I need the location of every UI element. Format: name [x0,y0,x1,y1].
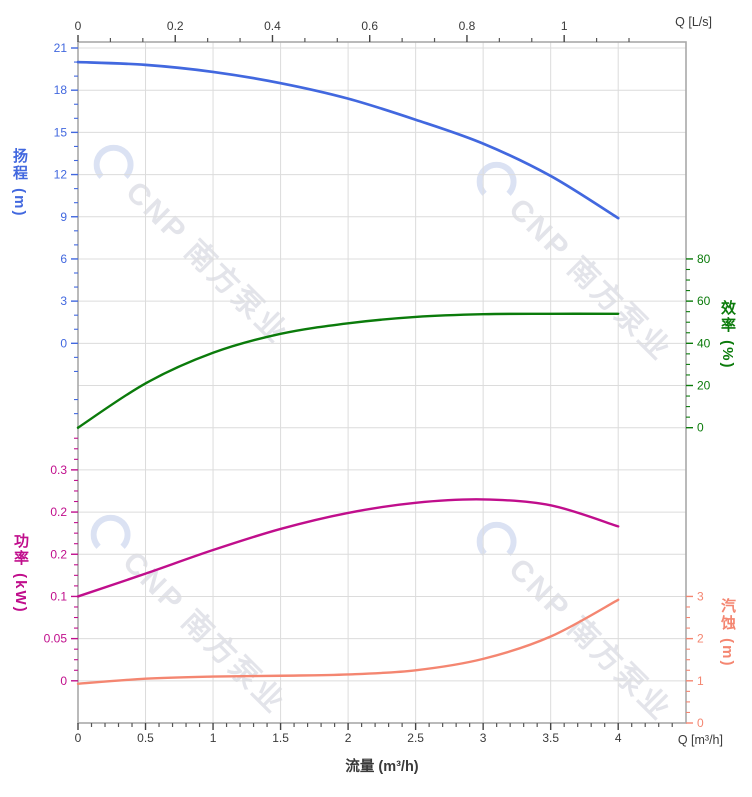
svg-text:2: 2 [345,731,352,745]
svg-text:2.5: 2.5 [407,731,424,745]
svg-text:18: 18 [54,83,68,97]
svg-text:15: 15 [54,125,68,139]
svg-text:2: 2 [697,632,704,646]
svg-text:0.2: 0.2 [50,505,67,519]
svg-text:3: 3 [60,294,67,308]
svg-text:21: 21 [54,41,68,55]
bottom-axis-unit-label: Q [m³/h] [677,733,723,747]
svg-text:0.3: 0.3 [50,463,67,477]
efficiency-axis: 80 60 40 20 0 [686,252,711,435]
efficiency-axis-title: 效率 (%) [719,300,736,370]
svg-text:80: 80 [697,252,711,266]
plot-border [77,41,687,724]
svg-text:0: 0 [75,19,82,33]
gridlines [78,42,686,723]
bottom-axis: 0 0.5 1 1.5 2 2.5 3 3.5 4 [75,723,673,745]
power-axis-title: 功率 (kW) [12,533,29,614]
svg-text:12: 12 [54,168,68,182]
x-axis-title: 流量 (m³/h) [345,759,419,775]
efficiency-curve [76,312,620,429]
npsh-axis-title: 汽蚀 (m) [719,598,736,668]
svg-text:0.1: 0.1 [50,589,67,603]
svg-text:0.05: 0.05 [44,632,68,646]
npsh-axis: 3 2 1 0 [686,589,704,730]
head-axis-title: 扬程 (m) [11,148,28,218]
svg-text:0.2: 0.2 [167,19,184,33]
svg-text:60: 60 [697,294,711,308]
svg-text:20: 20 [697,379,711,393]
svg-text:3: 3 [697,589,704,603]
svg-text:0: 0 [60,674,67,688]
top-axis: 0 0.2 0.4 0.6 0.8 1 [75,19,630,42]
top-axis-unit-label: Q [L/s] [675,15,712,29]
curves [76,60,620,685]
svg-text:9: 9 [60,210,67,224]
svg-text:1: 1 [561,19,568,33]
svg-text:1: 1 [210,731,217,745]
svg-text:1.5: 1.5 [272,731,289,745]
head-axis: 21 18 15 12 9 6 3 0 [54,41,78,415]
npsh-curve [76,598,620,685]
plot-frame [77,41,687,724]
svg-text:0.6: 0.6 [361,19,378,33]
svg-text:0: 0 [697,421,704,435]
svg-text:0.2: 0.2 [50,547,67,561]
head-curve [76,60,620,220]
power-axis: 0.3 0.2 0.2 0.1 0.05 0 [44,437,78,688]
svg-text:6: 6 [60,252,67,266]
svg-text:0.4: 0.4 [264,19,281,33]
svg-text:0: 0 [697,716,704,730]
svg-text:0.8: 0.8 [459,19,476,33]
svg-text:0: 0 [60,336,67,350]
svg-text:0: 0 [75,731,82,745]
svg-text:3.5: 3.5 [542,731,559,745]
svg-text:3: 3 [480,731,487,745]
svg-text:4: 4 [615,731,622,745]
svg-text:0.5: 0.5 [137,731,154,745]
power-curve [76,498,620,598]
svg-text:40: 40 [697,336,711,350]
svg-text:1: 1 [697,674,704,688]
